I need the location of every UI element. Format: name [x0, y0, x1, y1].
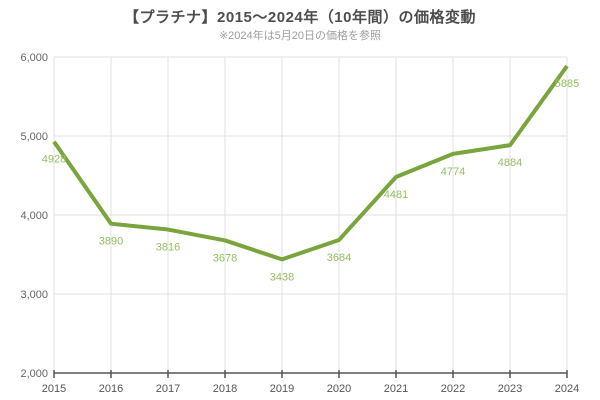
chart-subtitle: ※2024年は5月20日の価格を参照 — [218, 30, 382, 42]
x-axis-tick-label: 2015 — [42, 383, 66, 395]
x-axis-tick-label: 2022 — [441, 383, 465, 395]
x-axis-tick-label: 2017 — [156, 383, 180, 395]
x-axis-tick-label: 2020 — [327, 383, 351, 395]
data-point-label: 3684 — [327, 252, 351, 264]
data-point-label: 3438 — [270, 271, 294, 283]
data-point-label: 4774 — [441, 166, 465, 178]
data-point-label: 4481 — [384, 189, 408, 201]
x-axis-tick-label: 2016 — [99, 383, 123, 395]
y-axis-tick-label: 2,000 — [20, 368, 48, 380]
data-point-label: 3890 — [99, 236, 123, 248]
y-axis-tick-label: 4,000 — [20, 210, 48, 222]
data-point-label: 3678 — [213, 252, 237, 264]
x-axis-tick-label: 2023 — [498, 383, 522, 395]
x-axis-tick-label: 2024 — [555, 383, 579, 395]
x-axis-tick-label: 2021 — [384, 383, 408, 395]
data-point-label: 3816 — [156, 242, 180, 254]
x-axis-tick-label: 2019 — [270, 383, 294, 395]
y-axis-tick-label: 3,000 — [20, 289, 48, 301]
platinum-price-line-chart: 2,000 3,000 4,000 5,000 6,000 2015 2016 2017 201… — [20, 52, 579, 395]
data-point-label: 5885 — [555, 78, 579, 90]
price-line-series — [52, 64, 569, 262]
data-point-label: 4928 — [42, 154, 66, 166]
data-point-label: 4884 — [498, 157, 522, 169]
y-axis-tick-label: 6,000 — [20, 52, 48, 64]
chart-title: 【プラチナ】2015～2024年（10年間）の価格変動 — [124, 9, 476, 26]
x-axis-tick-label: 2018 — [213, 383, 237, 395]
y-axis-tick-label: 5,000 — [20, 131, 48, 143]
